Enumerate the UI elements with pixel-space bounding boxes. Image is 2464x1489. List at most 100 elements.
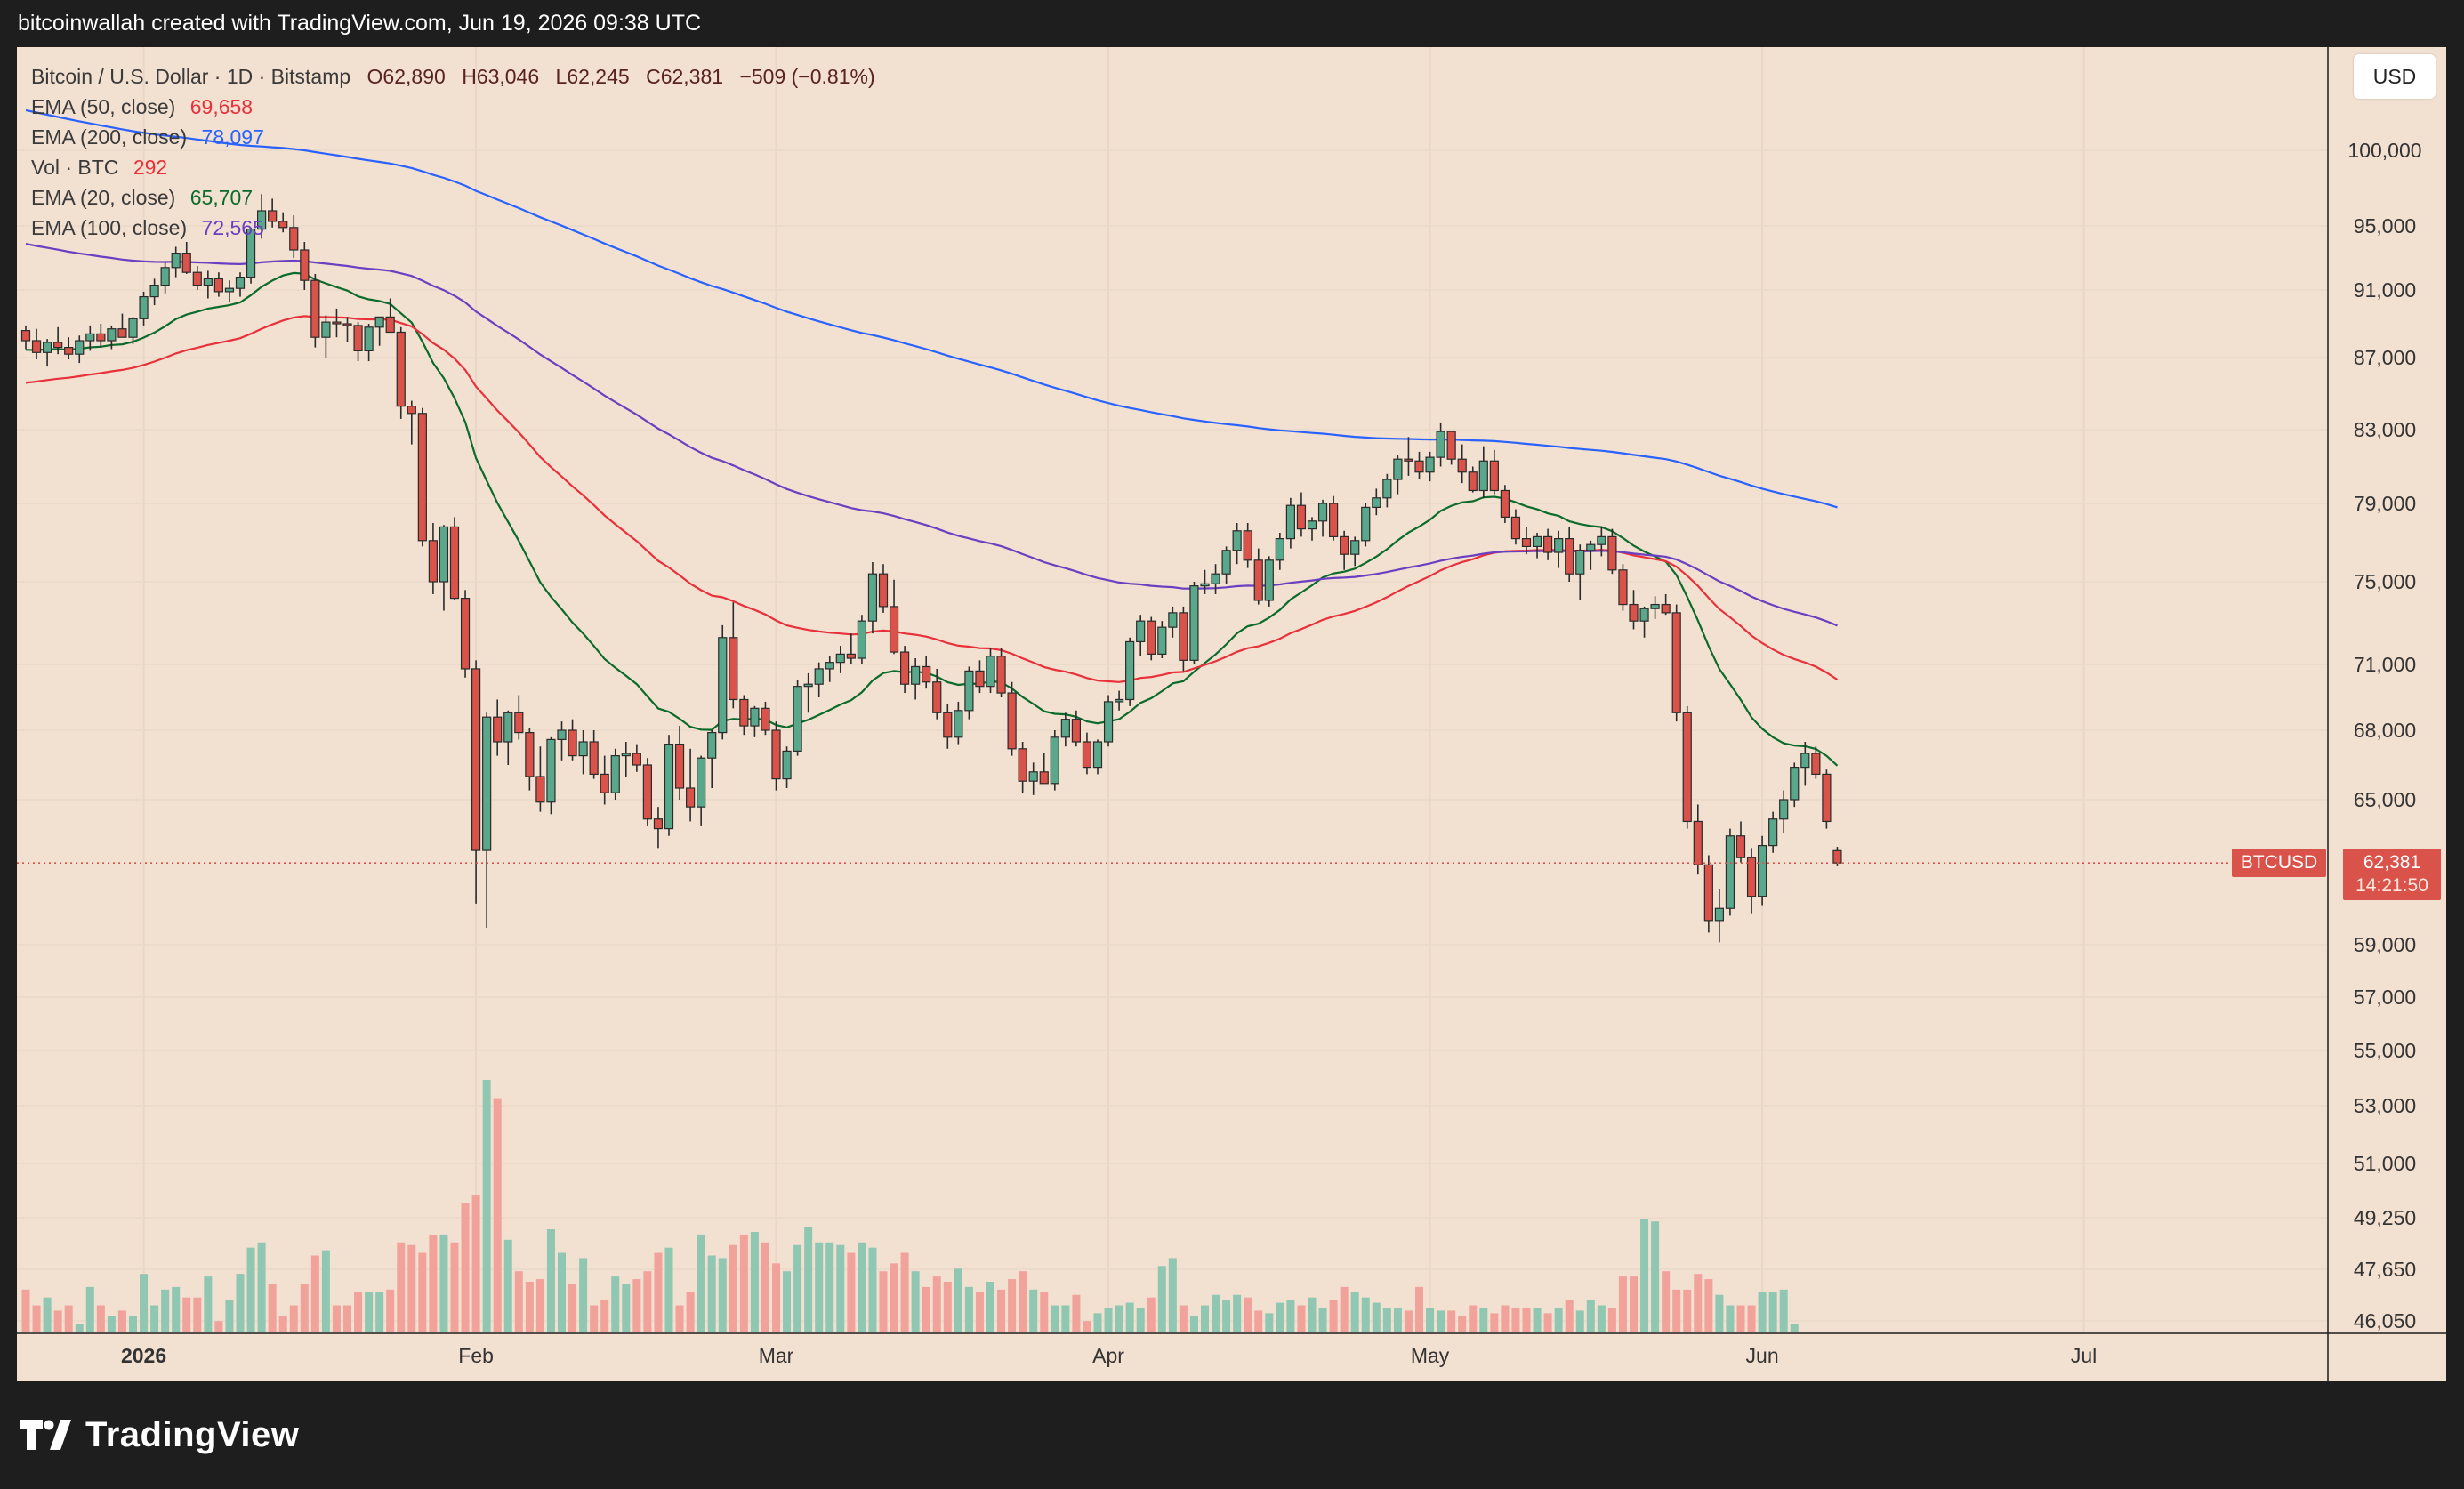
legend-indicator[interactable]: EMA (50, close) 69,658 (31, 92, 875, 122)
volume-bar (1008, 1279, 1017, 1332)
candle-body (889, 606, 899, 653)
volume-bar (1790, 1324, 1799, 1332)
price-tick-label: 47,650 (2354, 1258, 2416, 1281)
candle-body (1028, 771, 1038, 782)
candle-body (932, 681, 942, 713)
candle-body (697, 757, 706, 808)
volume-bar (204, 1276, 213, 1332)
candle-body (922, 665, 931, 683)
volume-bar (107, 1316, 116, 1332)
volume-bar (793, 1244, 802, 1332)
price-chart[interactable]: 100,000 95,000 91,000 87,000 83,000 79,000 75,… (17, 47, 2446, 1381)
attribution-bar: bitcoinwallah created with TradingView.c… (0, 0, 2464, 46)
candle-body (1285, 504, 1296, 540)
volume-bar (1586, 1300, 1595, 1332)
volume-bar (1415, 1286, 1423, 1332)
volume-bar (1672, 1289, 1681, 1332)
candle-body (642, 764, 653, 820)
volume-bar (1040, 1292, 1049, 1332)
volume-bar (386, 1289, 395, 1332)
price-tick-label: 95,000 (2354, 214, 2416, 237)
volume-bar (21, 1289, 30, 1332)
volume-bar (1233, 1294, 1242, 1332)
volume-bar (1543, 1313, 1552, 1332)
volume-bar (182, 1297, 191, 1332)
candle-body (1071, 719, 1082, 743)
candle-body (771, 729, 781, 780)
candle-body (1018, 748, 1027, 782)
volume-bar (1329, 1300, 1338, 1332)
volume-bar (1372, 1302, 1381, 1332)
candle-body (1446, 431, 1456, 460)
candle-body (53, 342, 63, 349)
candle-body (20, 330, 31, 342)
candle-body (718, 637, 728, 734)
candle-body (782, 750, 792, 780)
volume-bar (1276, 1302, 1284, 1332)
volume-bar (1019, 1271, 1027, 1332)
price-tick-label: 100,000 (2347, 139, 2421, 162)
volume-bar (1093, 1313, 1102, 1332)
candle-body (825, 662, 834, 670)
volume-bar (129, 1316, 137, 1332)
volume-bar (868, 1247, 877, 1332)
candle-body (761, 707, 770, 731)
candle-body (107, 328, 117, 342)
time-tick-label: Jun (1746, 1344, 1779, 1367)
candle-body (1050, 736, 1059, 785)
volume-bar (1479, 1308, 1488, 1332)
volume-bar (53, 1310, 62, 1332)
volume-bar (246, 1247, 255, 1332)
volume-bar (707, 1255, 716, 1332)
candle-body (1103, 701, 1114, 743)
volume-bar (85, 1286, 94, 1332)
volume-bar (546, 1229, 555, 1332)
legend-indicator[interactable]: EMA (100, close) 72,565 (31, 213, 875, 243)
candle-body (943, 712, 953, 738)
candle-body (396, 331, 406, 407)
volume-bar (1747, 1305, 1756, 1332)
legend-indicator[interactable]: EMA (200, close) 78,097 (31, 122, 875, 152)
legend-indicator[interactable]: Vol · BTC 292 (31, 152, 875, 182)
tradingview-logo[interactable]: TradingView (20, 1413, 299, 1457)
candle-body (1661, 603, 1671, 614)
candle-body (954, 710, 963, 738)
candle-body (289, 227, 299, 251)
volume-bar (1350, 1292, 1359, 1332)
candle-body (986, 656, 995, 688)
volume-bar (1683, 1289, 1692, 1332)
volume-bar (1297, 1305, 1306, 1332)
indicator-value: 292 (133, 156, 168, 179)
volume-bar (1662, 1271, 1671, 1332)
volume-bar (1437, 1310, 1445, 1332)
volume-bar (1201, 1305, 1209, 1332)
candle-body (1179, 612, 1188, 661)
volume-bar (461, 1203, 470, 1332)
indicator-label: EMA (50, close) (31, 95, 176, 118)
candle-body (610, 754, 620, 793)
time-tick-label: Apr (1092, 1344, 1124, 1367)
volume-bar (825, 1242, 834, 1332)
volume-bar (117, 1310, 126, 1332)
candle-body (235, 277, 246, 289)
volume-bar (664, 1247, 673, 1332)
chart-panel[interactable]: 100,000 95,000 91,000 87,000 83,000 79,000 75,… (17, 47, 2446, 1381)
indicator-label: EMA (200, close) (31, 125, 188, 149)
candle-body (1125, 640, 1135, 701)
volume-bar (1630, 1276, 1638, 1332)
candle-body (1822, 773, 1832, 823)
legend-indicator[interactable]: EMA (20, close) 65,707 (31, 182, 875, 213)
price-tick-label: 75,000 (2354, 570, 2416, 593)
volume-bar (718, 1258, 727, 1332)
candle-body (729, 637, 738, 701)
volume-bar (268, 1284, 277, 1332)
candle-body (439, 526, 449, 583)
candle-body (1607, 535, 1617, 571)
legend-close: C62,381 (646, 65, 724, 88)
candle-body (1147, 620, 1156, 655)
currency-button[interactable]: USD (2354, 54, 2436, 99)
volume-bar (1726, 1305, 1735, 1332)
candle-body (1554, 537, 1564, 553)
volume-bar (1254, 1310, 1263, 1332)
candle-body (1671, 612, 1681, 713)
